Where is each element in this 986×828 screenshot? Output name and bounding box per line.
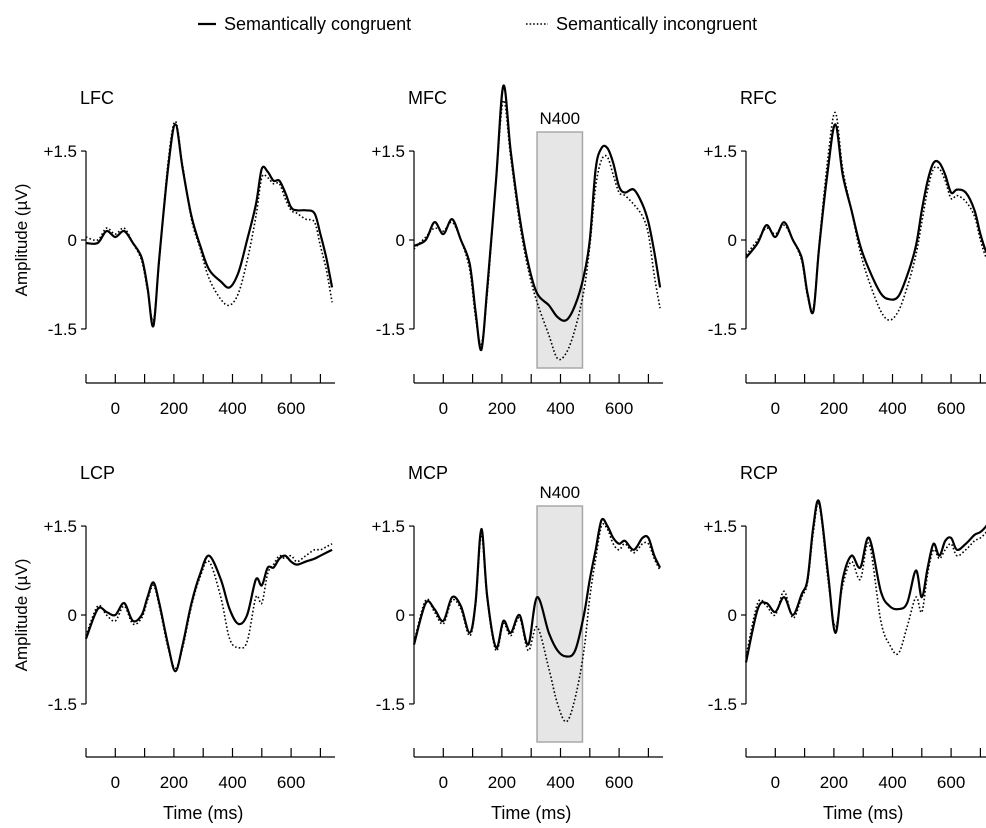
x-tick-label: 0	[771, 773, 780, 792]
x-tick-label: 200	[488, 773, 516, 792]
x-tick-label: 400	[878, 399, 906, 418]
series-incongruent-line	[85, 120, 333, 322]
panel-mfc: N400 MFC +1.5 0 -1.5 0 200 400 600	[371, 84, 664, 418]
panel-title: RFC	[740, 88, 777, 108]
panel-title: LCP	[80, 463, 115, 483]
y-tick-label: -1.5	[708, 695, 737, 714]
panel-rfc: RFC +1.5 0 -1.5 0 200 400 600	[703, 88, 986, 418]
panel-mcp: N400 MCP +1.5 0 -1.5 0 200 400 600 Time (ms)	[371, 463, 664, 823]
x-tick-label: 600	[937, 399, 965, 418]
x-tick-label: 600	[277, 399, 305, 418]
y-tick-label: +1.5	[371, 517, 405, 536]
series-congruent-line	[84, 548, 333, 673]
y-tick-label: 0	[396, 231, 405, 250]
y-tick-label: -1.5	[48, 695, 77, 714]
x-tick-label: 0	[439, 399, 448, 418]
x-tick-label: 400	[218, 773, 246, 792]
y-tick-label: 0	[68, 231, 77, 250]
x-tick-label: 200	[160, 399, 188, 418]
panel-lcp: LCP +1.5 0 -1.5 Amplitude (µV) 0 200 400 600 Time…	[12, 463, 336, 823]
y-tick-label: +1.5	[371, 142, 405, 161]
x-axis-label: Time (ms)	[823, 803, 903, 823]
series-incongruent-line	[85, 543, 333, 670]
panel-title: LFC	[80, 88, 114, 108]
y-tick-label: -1.5	[376, 320, 405, 339]
y-tick-label: 0	[728, 231, 737, 250]
y-tick-label: -1.5	[376, 695, 405, 714]
series-congruent-line	[412, 517, 662, 658]
x-tick-label: 600	[937, 773, 965, 792]
x-tick-label: 200	[820, 399, 848, 418]
y-tick-label: -1.5	[708, 320, 737, 339]
series-congruent-line	[85, 123, 334, 328]
series-congruent-line	[413, 84, 662, 351]
y-tick-label: 0	[68, 606, 77, 625]
y-tick-label: 0	[396, 606, 405, 625]
n400-window	[536, 505, 584, 743]
n400-window	[536, 131, 584, 369]
x-tick-label: 400	[878, 773, 906, 792]
x-tick-label: 0	[771, 399, 780, 418]
x-tick-label: 400	[546, 773, 574, 792]
x-tick-label: 400	[218, 399, 246, 418]
series-congruent-line	[744, 499, 986, 663]
x-tick-label: 600	[277, 773, 305, 792]
panel-title: MFC	[408, 88, 447, 108]
x-tick-label: 200	[160, 773, 188, 792]
panel-title: RCP	[740, 463, 778, 483]
n400-label: N400	[539, 483, 580, 502]
y-axis-label: Amplitude (µV)	[12, 559, 31, 672]
panel-lfc: LFC +1.5 0 -1.5 Amplitude (µV) 0 200 400 600	[12, 88, 336, 418]
x-tick-label: 0	[111, 399, 120, 418]
series-congruent-line	[745, 123, 986, 315]
x-tick-label: 600	[605, 773, 633, 792]
y-tick-label: +1.5	[43, 142, 77, 161]
x-tick-label: 400	[546, 399, 574, 418]
legend-label-incongruent: Semantically incongruent	[556, 14, 757, 34]
series-incongruent-line	[745, 502, 986, 657]
n400-label: N400	[539, 109, 580, 128]
x-tick-label: 600	[605, 399, 633, 418]
x-tick-label: 200	[488, 399, 516, 418]
y-axis-label: Amplitude (µV)	[12, 184, 31, 297]
y-tick-label: 0	[728, 606, 737, 625]
x-tick-label: 0	[111, 773, 120, 792]
x-axis-label: Time (ms)	[163, 803, 243, 823]
legend: Semantically congruent Semantically inco…	[198, 14, 757, 34]
legend-label-congruent: Semantically congruent	[224, 14, 411, 34]
x-tick-label: 200	[820, 773, 848, 792]
panel-rcp: RCP +1.5 0 -1.5 0 200 400 600 Time (ms)	[703, 463, 986, 823]
x-tick-label: 0	[439, 773, 448, 792]
series-incongruent-line	[745, 111, 986, 321]
y-tick-label: +1.5	[703, 142, 737, 161]
y-tick-label: +1.5	[43, 517, 77, 536]
x-axis-label: Time (ms)	[491, 803, 571, 823]
y-tick-label: -1.5	[48, 320, 77, 339]
panel-title: MCP	[408, 463, 448, 483]
y-tick-label: +1.5	[703, 517, 737, 536]
